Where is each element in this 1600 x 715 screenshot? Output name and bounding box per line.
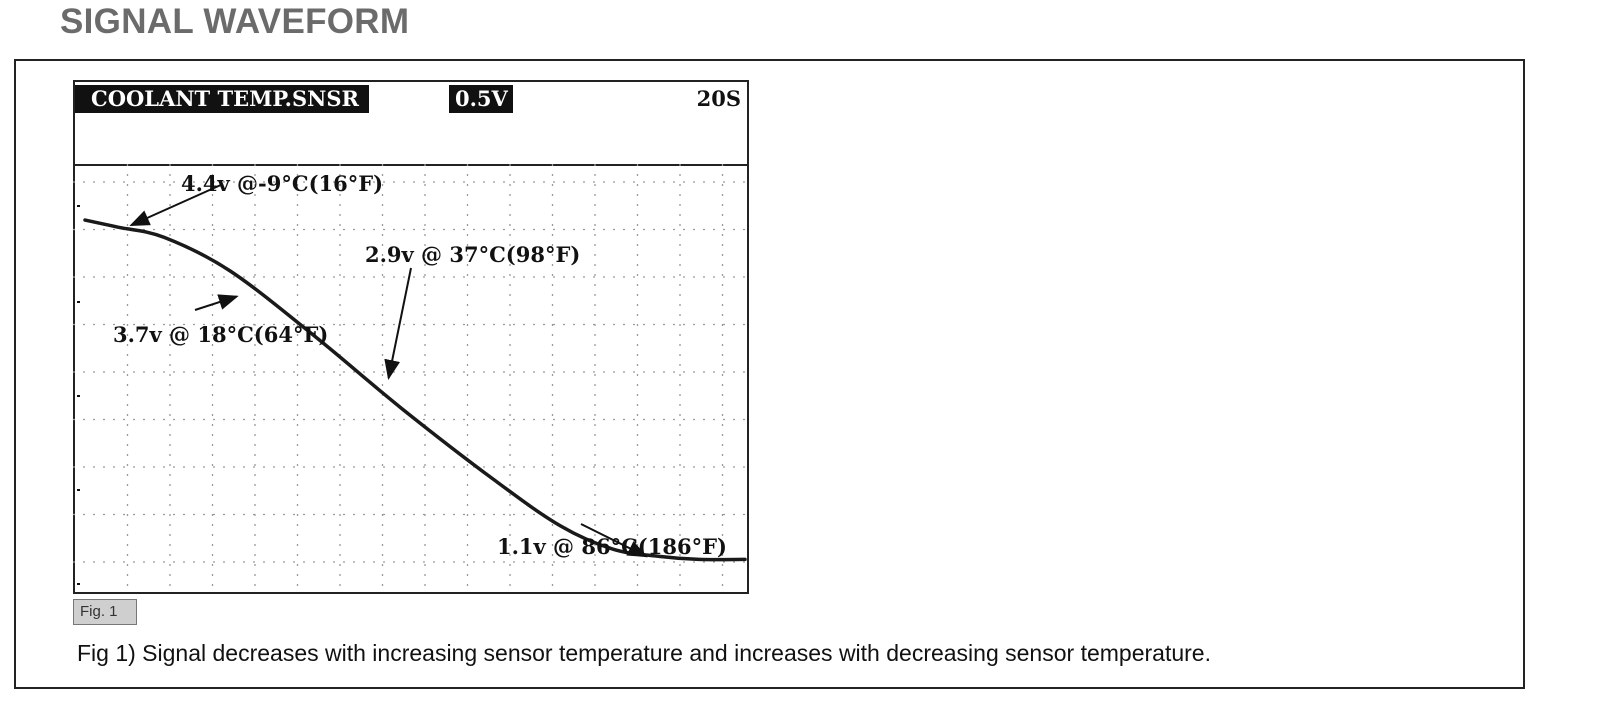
figure-frame (14, 59, 1525, 689)
oscilloscope-screen: COOLANT TEMP.SNSR 0.5V 20S (73, 80, 749, 594)
page-title: SIGNAL WAVEFORM (60, 2, 410, 41)
sensor-label: COOLANT TEMP.SNSR (75, 85, 369, 113)
annotation-arrow (580, 523, 648, 558)
signal-trace (83, 218, 747, 562)
annotation-label: 3.7v @ 18°C(64°F) (113, 322, 328, 347)
left-ticks (77, 205, 80, 585)
annotation-label: 1.1v @ 86°C(186°F) (497, 534, 727, 559)
annotation-arrow (129, 183, 224, 227)
volts-per-div-label: 0.5V (449, 85, 513, 113)
annotation-label: 4.4v @-9°C(16°F) (181, 171, 383, 196)
annotation-arrow (194, 294, 239, 311)
annotations: 4.4v @-9°C(16°F) 3.7v @ 18°C(64°F) 2.9v @ … (113, 171, 727, 559)
waveform-plot: 4.4v @-9°C(16°F) 3.7v @ 18°C(64°F) 2.9v @ … (73, 164, 749, 592)
scope-header: COOLANT TEMP.SNSR 0.5V 20S (75, 82, 747, 166)
annotation-label: 2.9v @ 37°C(98°F) (365, 242, 580, 267)
figure-caption: Fig 1) Signal decreases with increasing … (77, 640, 1211, 666)
grid (73, 164, 749, 592)
figure-tag: Fig. 1 (73, 599, 137, 625)
time-per-div-label: 20S (696, 86, 741, 111)
annotation-arrow (384, 267, 412, 380)
